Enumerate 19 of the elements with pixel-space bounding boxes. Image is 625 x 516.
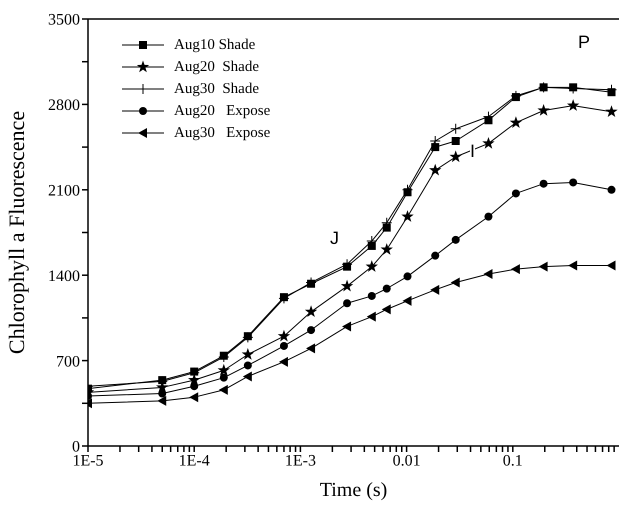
- annotation: J: [330, 228, 339, 248]
- x-tick-label: 1E-3: [284, 452, 316, 470]
- y-axis-title: Chlorophyll a Fluorescence: [4, 110, 29, 354]
- legend-label: Aug20 Shade: [174, 58, 259, 76]
- x-tick-label: 0.01: [392, 452, 421, 470]
- legend-label: Aug30 Shade: [174, 80, 259, 98]
- legend-label: Aug30 Expose: [174, 124, 270, 142]
- annotation: I: [470, 141, 476, 161]
- y-tick-label: 3500: [48, 12, 80, 29]
- y-tick-label: 2800: [48, 97, 80, 114]
- y-tick-label: 2100: [48, 182, 80, 200]
- x-axis-title: Time (s): [320, 479, 388, 501]
- legend-label: Aug20 Expose: [174, 102, 270, 120]
- x-tick-label: 1E-4: [178, 452, 210, 470]
- annotation: P: [578, 32, 590, 52]
- legend-label: Aug10 Shade: [174, 36, 256, 54]
- y-tick-label: 700: [56, 353, 80, 370]
- y-tick-label: 1400: [48, 268, 80, 285]
- x-tick-label: 0.1: [502, 452, 523, 470]
